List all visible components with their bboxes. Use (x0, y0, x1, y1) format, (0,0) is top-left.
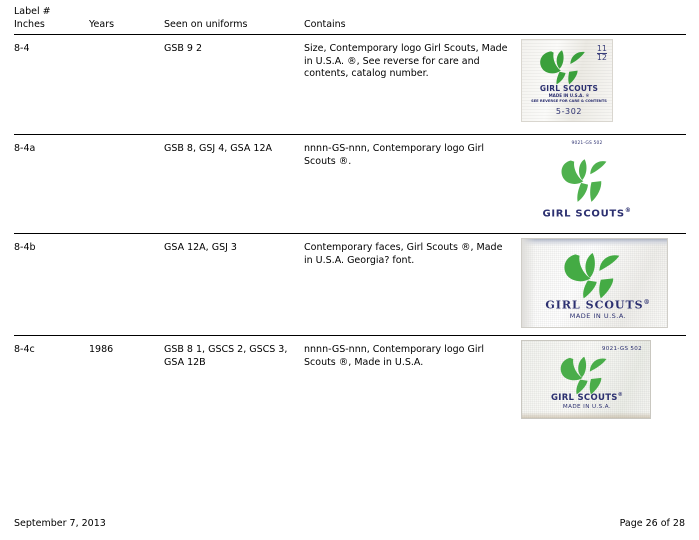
column-header-label: Label # Inches (14, 6, 89, 35)
cell-contains: nnnn-GS-nnn, Contemporary logo Girl Scou… (304, 344, 485, 368)
cell-image: 9021-GS 502 (519, 336, 686, 434)
cell-contains: Contemporary faces, Girl Scouts ®, Made … (304, 233, 519, 336)
trefoil-icon (558, 355, 616, 400)
label-photo-8-4c: 9021-GS 502 (521, 340, 651, 419)
label-made-in-text: MADE IN U.S.A. (569, 312, 627, 320)
cell-years (89, 34, 164, 135)
cell-label: 8-4 (14, 34, 89, 135)
cell-seen-on-uniforms: GSB 8 1, GSCS 2, GSCS 3, GSA 12B (164, 344, 288, 368)
label-photo-8-4: 11 12 (521, 39, 613, 122)
label-brand-text: GIRL SCOUTS® (545, 298, 651, 312)
cell-image: 9021-GS 502 (519, 134, 686, 234)
cell-image: 11 12 (519, 34, 686, 135)
table-row: 8-4 GSB 9 2 Size, Contemporary logo Girl… (14, 34, 686, 135)
label-fold-shadow (522, 239, 535, 327)
cell-years: 1986 (89, 344, 114, 355)
cell-image: GIRL SCOUTS® MADE IN U.S.A. (519, 233, 686, 336)
column-header-contains: Contains (304, 6, 519, 35)
label-catalog-table: Label # Inches Years Seen on uniforms Co… (14, 6, 686, 434)
registered-mark: ® (643, 299, 651, 306)
registered-mark: ® (617, 392, 624, 398)
trefoil-icon (560, 251, 632, 304)
table-header-row: Label # Inches Years Seen on uniforms Co… (14, 6, 686, 35)
cell-label: 8-4a (14, 134, 89, 234)
label-catalog-text: 5-302 (555, 107, 583, 116)
label-edge-shadow (522, 412, 650, 418)
cell-years (89, 233, 164, 336)
label-made-in-text: MADE IN U.S.A. (562, 404, 612, 410)
label-artwork-8-4a: 9021-GS 502 (527, 139, 647, 227)
column-header-years: Years (89, 6, 164, 35)
table-row: 8-4b GSA 12A, GSJ 3 Contemporary faces, … (14, 233, 686, 336)
trefoil-icon (538, 49, 598, 90)
label-brand-text: GIRL SCOUTS® (550, 392, 624, 403)
footer-date: September 7, 2013 (14, 518, 106, 529)
column-header-seen-on-uniforms: Seen on uniforms (164, 6, 304, 35)
cell-label: 8-4b (14, 233, 89, 336)
cell-seen-on-uniforms: GSB 8, GSJ 4, GSA 12A (164, 134, 304, 234)
column-header-image (519, 6, 686, 35)
trefoil-icon (559, 157, 617, 208)
label-catalog-text: 9021-GS 502 (601, 346, 642, 352)
cell-contains: Size, Contemporary logo Girl Scouts, Mad… (304, 34, 519, 135)
label-catalog-text: 9021-GS 502 (571, 141, 603, 146)
label-photo-8-4b: GIRL SCOUTS® MADE IN U.S.A. (521, 238, 668, 328)
label-brand-text: GIRL SCOUTS (539, 84, 599, 93)
cell-years (89, 134, 164, 234)
cell-label: 8-4c (14, 344, 35, 355)
label-size-marking: 11 12 (596, 44, 607, 62)
table-row: 8-4a GSB 8, GSJ 4, GSA 12A nnnn-GS-nnn, … (14, 134, 686, 234)
label-edge-shadow (522, 239, 667, 246)
label-care-text: SEE REVERSE FOR CARE & CONTENTS (531, 98, 607, 103)
page-footer: September 7, 2013 Page 26 of 28 (14, 518, 685, 530)
footer-page-number: Page 26 of 28 (619, 518, 685, 529)
cell-seen-on-uniforms: GSB 9 2 (164, 34, 304, 135)
registered-mark: ® (624, 207, 632, 214)
cell-seen-on-uniforms: GSA 12A, GSJ 3 (164, 233, 304, 336)
cell-contains: nnnn-GS-nnn, Contemporary logo Girl Scou… (304, 134, 519, 234)
label-made-in-text: MADE IN U.S.A. ® (548, 93, 590, 98)
table-row: 8-4c 1986 GSB 8 1, GSCS 2, GSCS 3, GSA 1… (14, 336, 686, 434)
label-brand-text: GIRL SCOUTS® (542, 207, 632, 220)
